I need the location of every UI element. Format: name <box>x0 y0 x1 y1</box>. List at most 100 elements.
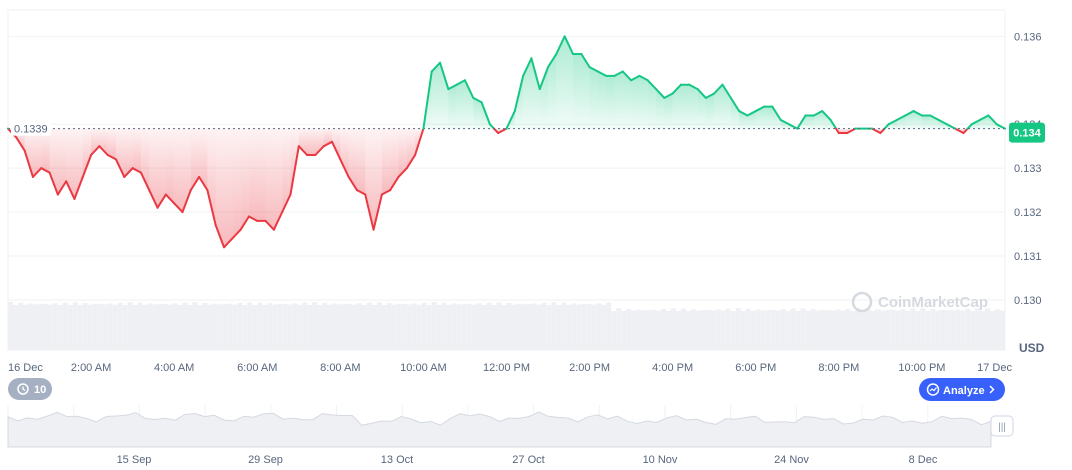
volume-bar <box>700 309 706 350</box>
price-line-segment <box>846 127 857 135</box>
area-fill <box>273 128 283 230</box>
volume-bar <box>666 310 672 350</box>
volume-bar <box>327 304 333 350</box>
area-fill <box>124 128 133 177</box>
chevron-right-icon <box>989 385 995 394</box>
price-line-segment <box>455 79 466 86</box>
area-fill <box>440 62 449 129</box>
volume-bar <box>491 304 497 350</box>
navigator-handle[interactable]: ||| <box>990 415 1014 437</box>
area-fill <box>705 93 715 129</box>
navigator-date-ticks: 15 Sep 29 Sep 13 Oct 27 Oct 10 Nov 24 No… <box>117 454 938 466</box>
price-line-segment <box>139 171 151 192</box>
price-line-segment <box>164 193 176 205</box>
volume-bar <box>995 309 1001 350</box>
price-line-segment <box>746 110 757 117</box>
analyze-button[interactable]: Analyze <box>919 378 1005 401</box>
price-point <box>729 96 732 99</box>
price-point <box>480 101 483 104</box>
x-tick-label: 8:00 AM <box>320 362 360 374</box>
volume-bar <box>207 304 213 350</box>
price-line-segment <box>704 92 716 99</box>
volume-bar <box>945 310 951 350</box>
x-tick-label: 10:00 AM <box>400 362 446 374</box>
volume-bar <box>511 304 517 350</box>
area-fill <box>464 80 474 129</box>
price-line-segment <box>239 215 250 231</box>
area-fill <box>838 128 848 134</box>
price-point <box>547 66 549 69</box>
volume-bar <box>566 304 572 350</box>
volume-bar <box>820 309 826 350</box>
area-fill <box>597 71 607 129</box>
volume-bar <box>97 304 103 350</box>
price-point <box>148 189 151 192</box>
price-line-segment <box>713 83 724 95</box>
volume-bar <box>990 310 996 350</box>
price-line-segment <box>23 149 34 178</box>
price-point <box>281 211 284 214</box>
area-fill <box>589 67 598 129</box>
volume-bar <box>780 309 786 350</box>
price-point <box>688 83 691 86</box>
range-navigator[interactable]: ||| <box>7 405 1014 448</box>
volume-bar <box>910 308 916 350</box>
price-point <box>788 123 790 126</box>
volume-bar <box>486 302 492 350</box>
price-point <box>106 154 109 156</box>
area-fill <box>57 128 67 195</box>
area-fill <box>356 128 366 195</box>
volume-bar <box>546 304 552 350</box>
price-line-segment <box>771 105 782 121</box>
price-line-segment <box>696 88 707 99</box>
price-line-segment <box>414 127 425 156</box>
price-line-segment <box>380 189 392 196</box>
volume-bar <box>915 310 921 350</box>
volume-bar <box>790 308 796 350</box>
area-fill <box>373 128 382 230</box>
area-fill <box>514 75 524 129</box>
price-line-segment <box>48 171 59 196</box>
price-point <box>455 83 458 86</box>
volume-bar <box>576 304 582 350</box>
reference-price-label: 0.1339 <box>14 124 48 136</box>
volume-bar <box>371 304 377 350</box>
price-line-segment <box>480 101 491 126</box>
area-fill <box>456 80 465 129</box>
price-point <box>15 136 18 139</box>
price-point <box>239 228 242 231</box>
price-point <box>32 176 34 178</box>
volume-bar <box>985 308 991 350</box>
price-line-segment <box>987 114 998 126</box>
volume-bar <box>885 310 891 350</box>
volume-bar <box>551 302 557 350</box>
price-line-segment <box>281 193 292 214</box>
price-line-segment <box>588 66 599 73</box>
volume-bar <box>87 304 93 350</box>
price-point <box>879 132 882 134</box>
price-point <box>505 127 508 130</box>
area-fill <box>614 71 623 129</box>
y-tick-label: 0.132 <box>1014 207 1042 219</box>
price-point <box>921 114 923 117</box>
volume-bar <box>57 304 63 350</box>
price-line-segment <box>522 57 533 77</box>
price-line-segment <box>563 35 574 55</box>
price-line-segment <box>297 145 309 156</box>
volume-bar <box>406 304 412 350</box>
area-fill <box>473 97 482 129</box>
history-button[interactable]: 10 <box>8 378 52 400</box>
volume-bar <box>855 308 861 350</box>
volume-bar <box>8 302 13 350</box>
volume-bar <box>496 302 502 350</box>
price-point <box>613 75 616 77</box>
area-fill <box>714 84 723 129</box>
price-point <box>181 211 184 214</box>
price-point <box>763 105 765 108</box>
volume-bar <box>152 304 158 350</box>
gridlines <box>8 35 1005 301</box>
price-point <box>638 75 641 77</box>
x-tick-label: 8:00 PM <box>818 362 859 374</box>
area-fill <box>32 128 42 177</box>
volume-bar <box>815 310 821 350</box>
